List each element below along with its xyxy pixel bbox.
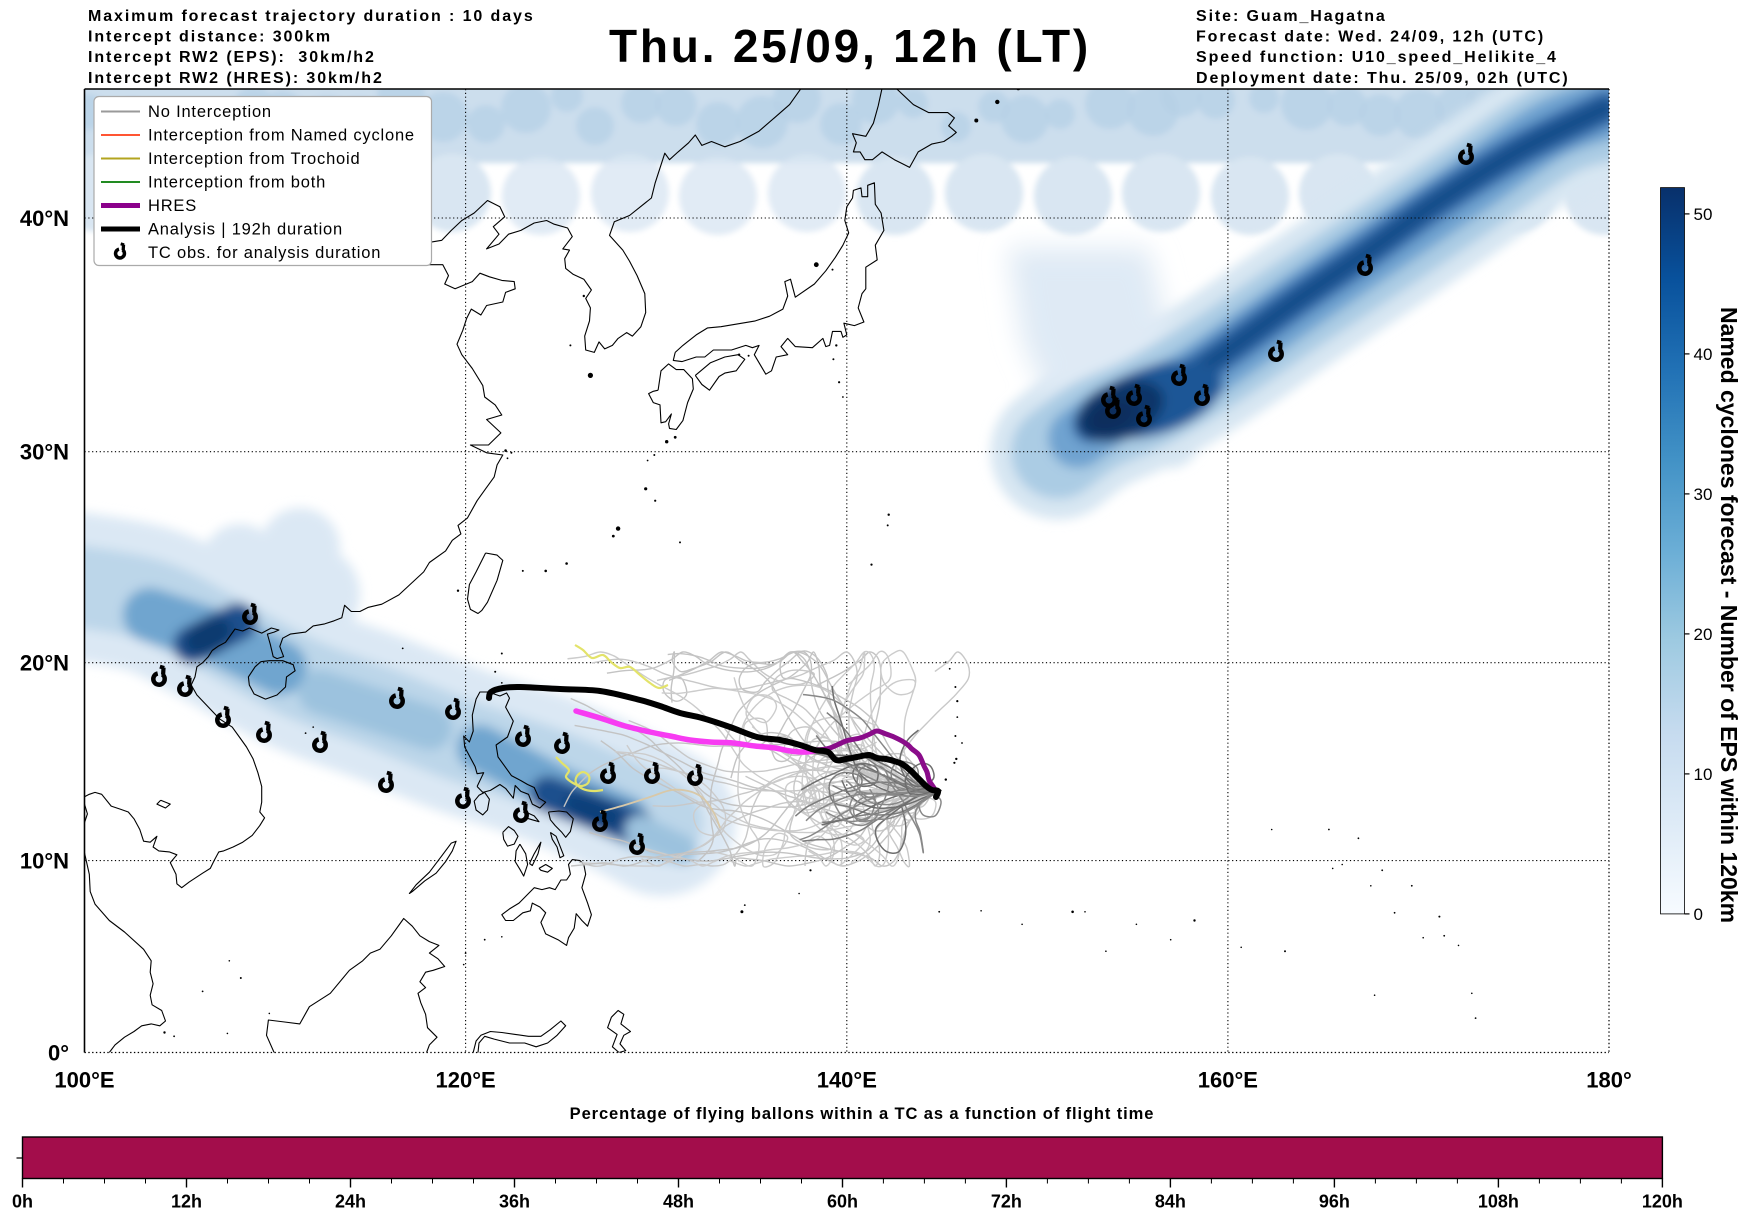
svg-text:96h: 96h [1319, 1192, 1350, 1212]
svg-text:Intercept RW2 (EPS): 30km/h2: Intercept RW2 (EPS): 30km/h2 [88, 49, 376, 66]
svg-text:12h: 12h [171, 1192, 202, 1212]
svg-text:180°: 180° [1586, 1068, 1632, 1093]
svg-text:0h: 0h [12, 1192, 33, 1212]
svg-text:Analysis | 192h duration: Analysis | 192h duration [148, 221, 343, 239]
svg-text:TC obs. for analysis duration: TC obs. for analysis duration [148, 244, 381, 262]
svg-text:60h: 60h [827, 1192, 858, 1212]
svg-text:Named cyclones forecast - Numb: Named cyclones forecast - Number of EPS … [1716, 307, 1742, 923]
svg-text:120°E: 120°E [436, 1068, 496, 1093]
svg-text:30°N: 30°N [20, 440, 69, 465]
svg-text:Intercept RW2 (HRES): 30km/h2: Intercept RW2 (HRES): 30km/h2 [88, 70, 384, 87]
svg-text:48h: 48h [663, 1192, 694, 1212]
svg-text:Deployment date: Thu. 25/09, 0: Deployment date: Thu. 25/09, 02h (UTC) [1196, 70, 1570, 87]
svg-text:40: 40 [1694, 345, 1713, 364]
svg-text:160°E: 160°E [1198, 1068, 1258, 1093]
svg-text:Interception from Trochoid: Interception from Trochoid [148, 150, 360, 168]
svg-text:Intercept distance: 300km: Intercept distance: 300km [88, 29, 332, 46]
svg-text:Thu. 25/09, 12h (LT): Thu. 25/09, 12h (LT) [609, 20, 1091, 72]
svg-text:No Interception: No Interception [148, 103, 272, 121]
svg-text:Interception from both: Interception from both [148, 174, 326, 192]
svg-text:36h: 36h [499, 1192, 530, 1212]
svg-text:0°: 0° [48, 1041, 69, 1066]
svg-text:Maximum forecast trajectory du: Maximum forecast trajectory duration : 1… [88, 8, 535, 25]
svg-text:Site: Guam_Hagatna: Site: Guam_Hagatna [1196, 8, 1387, 25]
svg-text:10°N: 10°N [20, 849, 69, 874]
svg-text:50: 50 [1694, 205, 1713, 224]
svg-text:Interception from Named cyclon: Interception from Named cyclone [148, 127, 415, 145]
svg-text:84h: 84h [1155, 1192, 1186, 1212]
svg-text:120h: 120h [1642, 1192, 1683, 1212]
svg-text:24h: 24h [335, 1192, 366, 1212]
svg-text:30: 30 [1694, 485, 1713, 504]
svg-text:Speed function: U10_speed_Heli: Speed function: U10_speed_Helikite_4 [1196, 49, 1558, 66]
svg-text:108h: 108h [1478, 1192, 1519, 1212]
svg-text:HRES: HRES [148, 197, 197, 215]
svg-text:140°E: 140°E [817, 1068, 877, 1093]
svg-text:Percentage of flying ballons w: Percentage of flying ballons within a TC… [570, 1105, 1155, 1123]
svg-text:20: 20 [1694, 625, 1713, 644]
svg-text:40°N: 40°N [20, 206, 69, 231]
svg-text:0: 0 [1694, 905, 1703, 924]
svg-text:100°E: 100°E [54, 1068, 114, 1093]
svg-text:20°N: 20°N [20, 651, 69, 676]
svg-text:72h: 72h [991, 1192, 1022, 1212]
svg-text:Forecast date: Wed. 24/09, 12h: Forecast date: Wed. 24/09, 12h (UTC) [1196, 29, 1545, 46]
svg-text:10: 10 [1694, 765, 1713, 784]
